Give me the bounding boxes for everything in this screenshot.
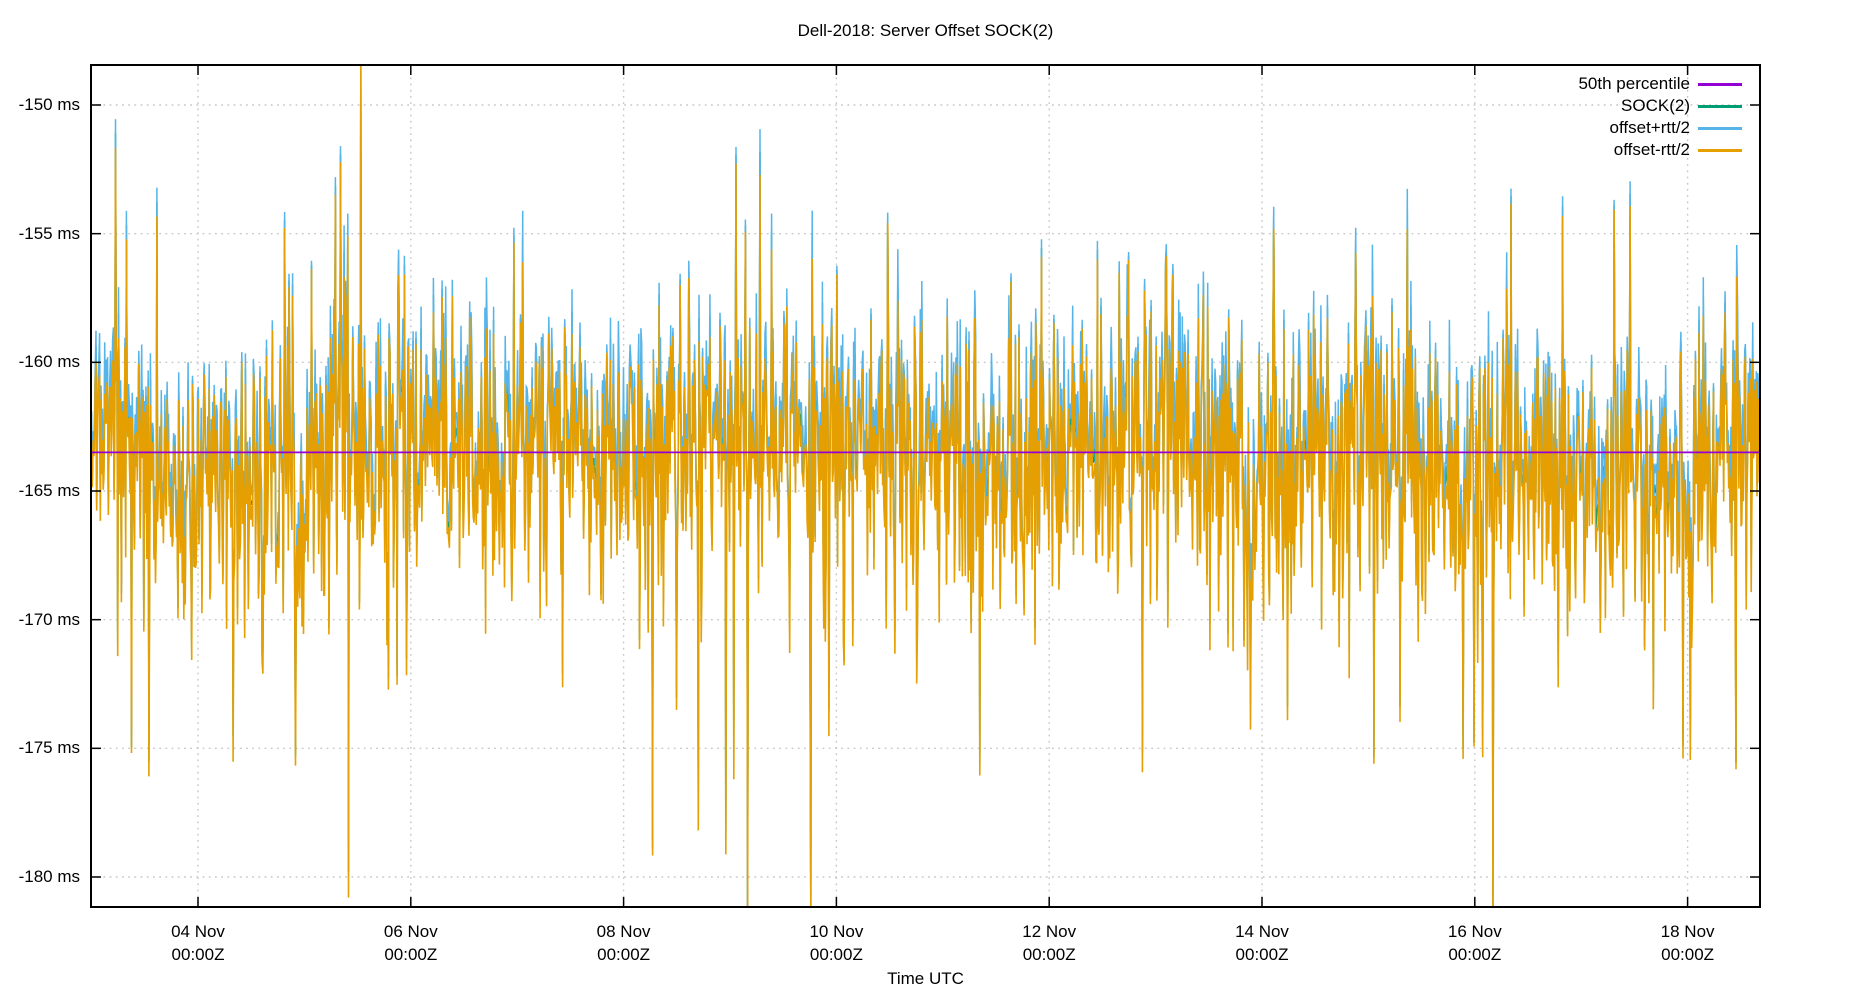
y-tick-label: -155 ms bbox=[18, 223, 80, 243]
y-tick-label: -175 ms bbox=[18, 738, 80, 758]
plot-border bbox=[90, 64, 1761, 908]
series-offset-minus-line bbox=[91, 65, 1760, 907]
x-tick-label-time: 00:00Z bbox=[1661, 945, 1715, 964]
x-tick-label-time: 00:00Z bbox=[1235, 945, 1289, 964]
x-tick-label-date: 10 Nov bbox=[809, 922, 864, 941]
x-tick-label-time: 00:00Z bbox=[597, 945, 651, 964]
legend-label: 50th percentile bbox=[1578, 74, 1690, 93]
legend-row: offset+rtt/2 bbox=[0, 117, 1850, 139]
chart-title: Dell-2018: Server Offset SOCK(2) bbox=[797, 21, 1054, 40]
x-tick-label-date: 04 Nov bbox=[171, 922, 225, 941]
legend-line-swatch bbox=[1698, 83, 1742, 86]
y-tick-label: -150 ms bbox=[18, 95, 80, 114]
x-tick-label-date: 16 Nov bbox=[1447, 922, 1502, 941]
x-tick-label-time: 00:00Z bbox=[1022, 945, 1076, 964]
legend-line-swatch bbox=[1698, 105, 1742, 108]
y-tick-label: -180 ms bbox=[18, 866, 80, 886]
legend-label: SOCK(2) bbox=[1621, 96, 1690, 115]
data-series-group bbox=[91, 65, 1760, 907]
x-tick-label-date: 18 Nov bbox=[1660, 922, 1715, 941]
x-tick-label-date: 14 Nov bbox=[1235, 922, 1289, 941]
y-tick-label: -160 ms bbox=[18, 352, 80, 372]
legend-row: 50th percentile bbox=[0, 73, 1850, 95]
x-tick-label-time: 00:00Z bbox=[171, 945, 225, 964]
legend-row: offset-rtt/2 bbox=[0, 139, 1850, 161]
x-tick-label-time: 00:00Z bbox=[809, 945, 863, 964]
y-tick-label: -165 ms bbox=[18, 480, 80, 500]
legend-row: SOCK(2) bbox=[0, 95, 1850, 117]
y-tick-label: -170 ms bbox=[18, 609, 80, 629]
legend-line-swatch bbox=[1698, 149, 1742, 152]
legend-line-swatch bbox=[1698, 127, 1742, 130]
legend-label: offset-rtt/2 bbox=[1613, 140, 1690, 159]
x-tick-label-date: 12 Nov bbox=[1022, 922, 1077, 941]
x-axis-title: Time UTC bbox=[887, 969, 964, 988]
x-tick-label-date: 06 Nov bbox=[383, 922, 438, 941]
legend-label: offset+rtt/2 bbox=[1609, 118, 1690, 137]
x-tick-label-time: 00:00Z bbox=[384, 945, 438, 964]
x-tick-label-time: 00:00Z bbox=[1448, 945, 1502, 964]
x-tick-label-date: 08 Nov bbox=[596, 922, 651, 941]
